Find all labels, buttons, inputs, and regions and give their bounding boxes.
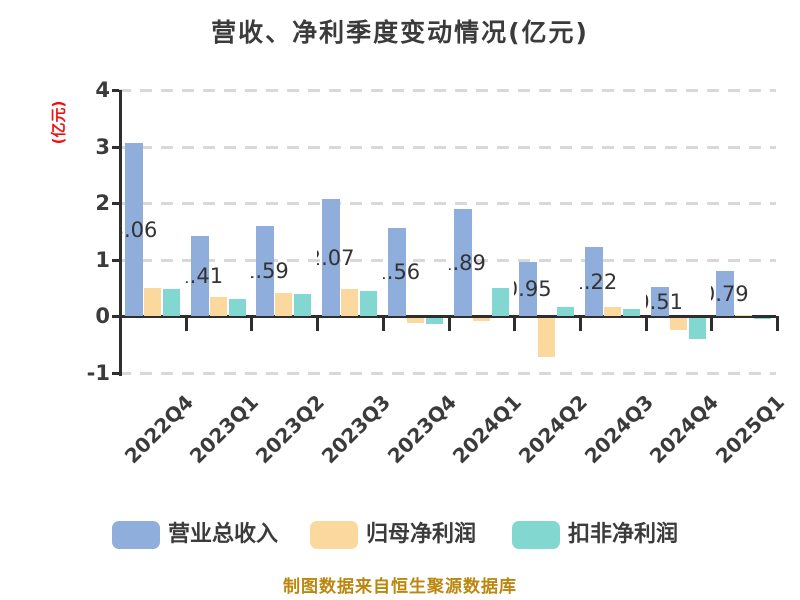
x-tick-mark-5 [447,316,451,331]
bar-deducted-profit-2022Q4 [163,289,180,316]
bar-revenue-2023Q4 [387,227,406,316]
bar-deducted-profit-2024Q4 [688,318,706,339]
bar-deducted-profit-2023Q3 [360,291,378,316]
bar-deducted-profit-2023Q1 [228,299,246,316]
bar-revenue-2023Q1 [190,236,209,316]
legend-label-revenue: 营业总收入 [168,522,279,547]
bar-net-profit-2024Q2 [538,318,556,357]
y-tick-mark-2 [112,202,119,205]
bar-value-text: 1.89 [449,250,486,275]
y-tick-mark-1 [112,258,119,262]
x-tick-mark-2 [250,316,254,331]
y-tick-mark-4 [112,89,119,92]
bar-net-profit-2024Q4 [669,318,687,330]
bar-value-text: 1.56 [383,259,421,284]
bar-value-text: 1.41 [186,264,224,289]
legend-label-deducted-profit: 扣非净利润 [568,522,679,547]
y-axis-label: (亿元) [49,100,68,145]
bar-revenue-2023Q3 [322,199,341,316]
bar-value-label-2024Q1: 1.89 [449,248,523,278]
bar-deducted-profit-2024Q2 [557,306,575,316]
bar-value-label-2022Q4: 3.06 [120,215,194,245]
gridline-y4 [119,89,776,92]
chart-title: 营收、净利季度变动情况(亿元) [211,18,589,47]
y-tick-label-4: 4 [95,78,110,102]
x-tick-mark-6 [513,316,517,331]
x-tick-mark-0 [119,316,122,331]
bar-value-text: 2.07 [317,245,355,270]
x-tick-mark-7 [578,316,582,331]
y-tick-mark-0 [112,315,119,318]
bar-revenue-2024Q4 [650,287,669,316]
bar-net-profit-2023Q4 [406,318,424,323]
bar-value-label-2024Q3: 1.22 [580,267,654,297]
bar-revenue-2024Q3 [584,247,603,316]
bar-value-label-2023Q1: 1.41 [186,261,260,291]
bar-value-text: 0.51 [646,289,683,314]
bar-net-profit-2023Q2 [275,292,293,316]
legend-swatch-revenue [112,521,160,549]
legend-label-net-profit: 归母净利润 [366,522,477,547]
bar-deducted-profit-2024Q3 [622,309,640,316]
bar-value-label-2023Q3: 2.07 [317,243,391,273]
gridline-y3 [119,145,776,149]
bar-value-text: 1.22 [580,269,618,294]
y-tick-label-3: 3 [95,134,110,159]
bar-net-profit-2022Q4 [144,288,161,316]
bar-net-profit-2024Q3 [603,306,621,316]
bar-value-text: 3.06 [120,217,158,242]
y-tick-label-2: 2 [95,191,110,215]
y-tick-mark-3 [112,145,119,149]
bar-value-text: 0.79 [711,281,749,306]
x-tick-mark-4 [381,316,385,331]
legend-swatch-net-profit [310,521,358,549]
bar-revenue-2022Q4 [125,143,143,316]
bar-revenue-2024Q1 [453,209,472,316]
bar-deducted-profit-2023Q2 [294,293,312,316]
x-tick-mark-8 [644,316,648,331]
bar-revenue-2025Q1 [716,271,735,316]
bar-revenue-2023Q2 [256,226,275,316]
bar-value-label-2024Q2: 0.95 [514,274,588,304]
bar-value-label-2025Q1: 0.79 [711,279,785,309]
y-axis-line [119,90,122,376]
gridline-y1 [119,258,776,262]
x-tick-mark-9 [710,316,714,331]
x-tick-mark-10 [776,316,779,331]
bar-value-text: 1.59 [251,259,289,284]
bar-value-text: 0.95 [514,277,552,302]
bar-net-profit-2023Q1 [209,296,227,316]
bar-net-profit-2023Q3 [341,289,359,316]
bar-net-profit-2025Q1 [735,315,753,316]
bar-deducted-profit-2023Q4 [425,318,443,324]
legend-swatch-deducted-profit [512,521,560,549]
bar-revenue-2024Q2 [519,262,538,316]
x-tick-mark-1 [184,316,188,331]
gridline-y-1 [119,371,776,375]
y-tick-label--1: -1 [86,360,110,385]
y-tick-label-0: 0 [95,304,110,328]
bar-deducted-profit-2025Q1 [754,318,772,320]
bar-deducted-profit-2024Q1 [491,287,509,316]
bar-value-label-2024Q4: 0.51 [646,287,720,317]
bar-value-label-2023Q4: 1.56 [383,257,457,287]
gridline-y2 [119,202,776,205]
bar-net-profit-2024Q1 [472,318,490,321]
y-tick-label-1: 1 [95,247,110,272]
bar-value-label-2023Q2: 1.59 [251,256,325,286]
x-tick-mark-3 [316,316,320,331]
data-source-footer: 制图数据来自恒生聚源数据库 [283,577,517,597]
y-tick-mark--1 [112,371,119,375]
